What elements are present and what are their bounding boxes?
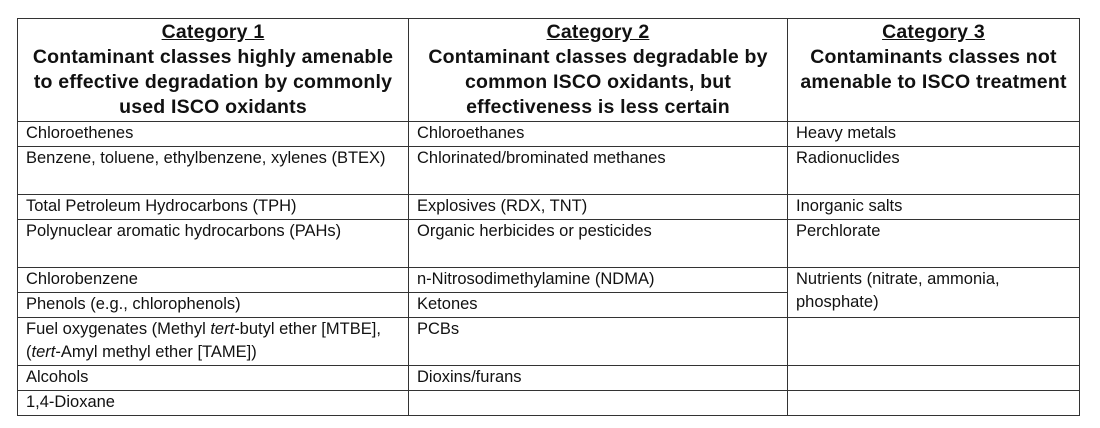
table-row: Alcohols Dioxins/furans <box>17 365 1080 391</box>
cell: Chlorinated/brominated methanes <box>408 146 788 195</box>
cell: Polynuclear aromatic hydrocarbons (PAHs) <box>17 219 409 268</box>
cell-fuel-oxygenates: Fuel oxygenates (Methyl tert-butyl ether… <box>17 317 409 366</box>
cell <box>408 390 788 416</box>
cell-merged: Nutrients (nitrate, ammonia, phosphate) <box>787 267 1080 318</box>
table-row: Phenols (e.g., chlorophenols) Ketones <box>17 292 1080 318</box>
header-category-2: Category 2 Contaminant classes degradable… <box>408 18 788 122</box>
cell: Dioxins/furans <box>408 365 788 391</box>
table-row: Polynuclear aromatic hydrocarbons (PAHs)… <box>17 219 1080 268</box>
cell: Heavy metals <box>787 121 1080 147</box>
cell: Chlorobenzene <box>17 267 409 293</box>
table-row: Fuel oxygenates (Methyl tert-butyl ether… <box>17 317 1080 366</box>
header-row: Category 1 Contaminant classes highly ame… <box>17 18 1080 122</box>
cell <box>787 317 1080 366</box>
cell <box>787 390 1080 416</box>
cell: Chloroethanes <box>408 121 788 147</box>
table-row: 1,4-Dioxane <box>17 390 1080 416</box>
cell: Organic herbicides or pesticides <box>408 219 788 268</box>
isco-contaminant-table: Category 1 Contaminant classes highly ame… <box>17 18 1080 416</box>
cell: 1,4-Dioxane <box>17 390 409 416</box>
table-row: Total Petroleum Hydrocarbons (TPH) Explo… <box>17 194 1080 220</box>
header-category-1: Category 1 Contaminant classes highly ame… <box>17 18 409 122</box>
cell: Alcohols <box>17 365 409 391</box>
header-category-3: Category 3 Contaminants classes not amena… <box>787 18 1080 122</box>
cell: Ketones <box>408 292 788 318</box>
cell: Explosives (RDX, TNT) <box>408 194 788 220</box>
cell: PCBs <box>408 317 788 366</box>
table-row: Chloroethenes Chloroethanes Heavy metals <box>17 121 1080 147</box>
cell: Phenols (e.g., chlorophenols) <box>17 292 409 318</box>
cell: Total Petroleum Hydrocarbons (TPH) <box>17 194 409 220</box>
cell: Perchlorate <box>787 219 1080 268</box>
cell: Benzene, toluene, ethylbenzene, xylenes … <box>17 146 409 195</box>
table-row: Chlorobenzene n-Nitrosodimethylamine (ND… <box>17 267 1080 318</box>
table-row: Benzene, toluene, ethylbenzene, xylenes … <box>17 146 1080 195</box>
cell: Radionuclides <box>787 146 1080 195</box>
cell: Chloroethenes <box>17 121 409 147</box>
cell: n-Nitrosodimethylamine (NDMA) <box>408 267 788 293</box>
cell: Inorganic salts <box>787 194 1080 220</box>
cell <box>787 365 1080 391</box>
